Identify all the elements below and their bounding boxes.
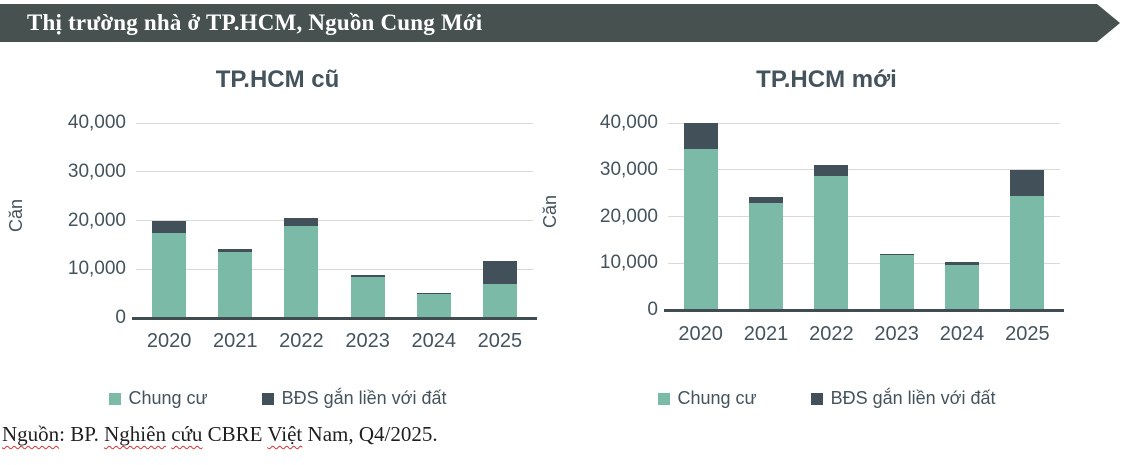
bar-segment-chung-cu	[1010, 195, 1045, 310]
gridline	[668, 216, 1060, 217]
x-tick-label: 2022	[279, 330, 324, 352]
source-text: Nam, Q4/2025.	[302, 422, 438, 446]
plot-area	[664, 122, 1064, 312]
legend-swatch-icon	[657, 392, 670, 405]
page-title: Thị trường nhà ở TP.HCM, Nguồn Cung Mới	[27, 10, 483, 35]
bar-segment-chung-cu	[416, 294, 451, 318]
y-tick-label: 30,000	[67, 160, 126, 182]
chart-legend: Chung cư BĐS gắn liền với đất	[0, 388, 555, 409]
x-tick-label: 2024	[939, 323, 985, 345]
chart-tphcm-cu: TP.HCM cũ Căn 0 10,000 20,000 30,000 40,000 202…	[0, 62, 555, 420]
bar-segment-bds	[683, 123, 718, 149]
x-tick-label: 2024	[411, 330, 457, 352]
source-word-misspelled: Nguồn	[2, 422, 60, 446]
x-axis-line	[132, 317, 537, 320]
x-tick-label: 2023	[874, 323, 919, 345]
bar-segment-chung-cu	[482, 284, 517, 318]
bar-segment-chung-cu	[152, 233, 187, 318]
x-axis-line	[664, 309, 1064, 312]
chart-tphcm-moi: TP.HCM mới Căn 0 10,000 20,000 30,000 40,000 20…	[530, 62, 1123, 420]
source-word-misspelled: Nghiên	[104, 422, 166, 446]
bar-segment-bds	[482, 260, 517, 285]
source-word-misspelled: cứu	[171, 422, 203, 446]
bar-segment-bds	[749, 196, 783, 204]
bar-segment-chung-cu	[683, 148, 718, 310]
bar-segment-chung-cu	[218, 251, 253, 318]
y-tick-label: 40,000	[599, 112, 658, 133]
legend-swatch-icon	[261, 392, 274, 405]
y-tick-label: 20,000	[67, 209, 126, 231]
x-tick-label: 2020	[678, 323, 723, 345]
source-text: CBRE	[202, 422, 268, 446]
bar-segment-bds	[152, 220, 187, 234]
bar-segment-bds	[945, 261, 979, 266]
bar-segment-chung-cu	[350, 276, 385, 318]
bar-segment-bds	[814, 165, 849, 177]
bar-segment-bds	[350, 275, 385, 277]
legend-entry: Chung cư	[657, 388, 757, 409]
x-tick-label: 2020	[146, 330, 192, 352]
legend-label: Chung cư	[677, 388, 757, 408]
gridline	[136, 268, 533, 270]
bar-segment-chung-cu	[945, 265, 979, 310]
chart-title: TP.HCM cũ	[215, 66, 340, 93]
gridline	[668, 262, 1060, 264]
legend-entry: BĐS gắn liền với đất	[810, 388, 996, 409]
x-tick-label: 2022	[809, 323, 854, 345]
header-banner: Thị trường nhà ở TP.HCM, Nguồn Cung Mới	[0, 4, 1120, 42]
source-text: : BP.	[59, 422, 105, 446]
source-note: Nguồn: BP. Nghiên cứu CBRE Việt Nam, Q4/…	[2, 422, 438, 447]
legend-label: BĐS gắn liền với đất	[830, 388, 996, 408]
legend-entry: Chung cư	[108, 388, 208, 409]
chart-legend: Chung cư BĐS gắn liền với đất	[530, 388, 1123, 409]
y-tick-label: 30,000	[599, 158, 658, 180]
bar-segment-bds	[284, 218, 319, 226]
plot-area	[132, 122, 537, 320]
x-tick-label: 2023	[345, 330, 390, 352]
bar-segment-chung-cu	[749, 203, 783, 310]
y-tick-label: 0	[115, 307, 126, 328]
source-word-misspelled: Việt	[267, 422, 303, 446]
gridline	[668, 169, 1060, 171]
legend-swatch-icon	[810, 392, 823, 405]
gridline	[136, 220, 533, 221]
bar-segment-bds	[218, 248, 253, 252]
x-tick-label: 2025	[477, 330, 523, 352]
chart-title: TP.HCM mới	[756, 66, 897, 93]
bar-segment-bds	[879, 253, 914, 255]
x-tick-label: 2021	[213, 330, 258, 352]
gridline	[136, 171, 533, 173]
bar-segment-bds	[416, 292, 451, 295]
bar-segment-bds	[1010, 169, 1045, 196]
bar-segment-chung-cu	[284, 225, 319, 318]
y-axis-title: Căn	[6, 198, 26, 232]
y-tick-label: 20,000	[599, 205, 658, 227]
legend-entry: BĐS gắn liền với đất	[261, 388, 447, 409]
gridline	[136, 122, 533, 124]
gridline	[668, 122, 1060, 124]
x-tick-label: 2025	[1005, 323, 1050, 345]
y-tick-label: 0	[647, 299, 658, 320]
bar-segment-chung-cu	[814, 176, 849, 310]
y-tick-label: 40,000	[67, 112, 126, 133]
y-tick-label: 10,000	[67, 258, 126, 280]
y-tick-label: 10,000	[599, 252, 658, 274]
legend-label: BĐS gắn liền với đất	[281, 388, 447, 408]
legend-swatch-icon	[108, 392, 121, 405]
legend-label: Chung cư	[128, 388, 208, 408]
x-tick-label: 2021	[743, 323, 789, 345]
bar-segment-chung-cu	[879, 254, 914, 310]
y-axis-title: Căn	[540, 194, 560, 228]
